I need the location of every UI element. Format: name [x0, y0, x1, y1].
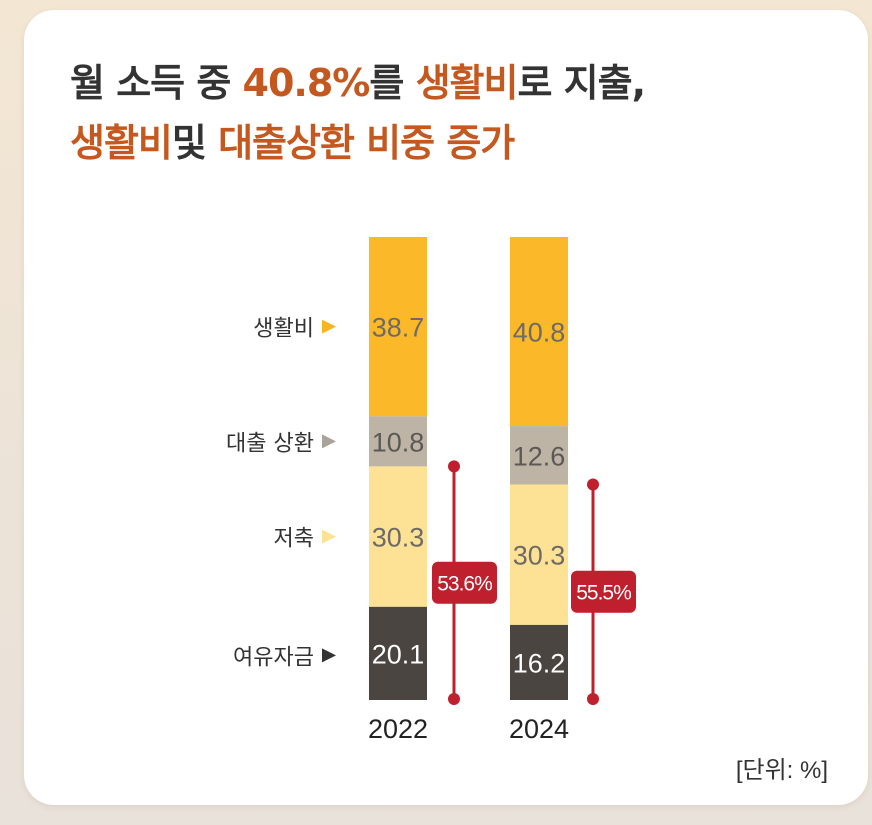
- bar-segment-2024: [510, 426, 568, 485]
- legend-marker-icon: [322, 648, 336, 663]
- bracket-end-dot: [448, 693, 460, 705]
- bracket-end-dot: [587, 478, 599, 491]
- bar-segment-2024: [510, 484, 568, 625]
- bar-segment-2024: [510, 237, 568, 427]
- title-line1-segment: 로 지출,: [517, 61, 646, 105]
- title-line1-segment: 월 소득 중: [70, 61, 243, 105]
- data-label: 40.8: [513, 318, 566, 348]
- bracket-badge: [571, 570, 636, 613]
- legend-label: 여유자금: [233, 645, 314, 670]
- legend-label: 대출 상환: [226, 431, 314, 456]
- data-label: 20.1: [372, 639, 425, 669]
- title-line2-segment: 대출상환 비중 증가: [218, 121, 515, 165]
- title-line1-segment: 40.8%: [242, 61, 371, 105]
- bar-segment-2022: [369, 237, 427, 417]
- bar-segment-2022: [369, 466, 427, 607]
- bracket-badge: [432, 561, 497, 604]
- bracket-end-dot: [587, 693, 599, 705]
- legend-marker-icon: [322, 529, 336, 544]
- legend-marker-icon: [322, 434, 336, 449]
- data-label: 10.8: [372, 427, 425, 457]
- title-line2-segment: 및: [171, 121, 219, 165]
- legend-label: 생활비: [253, 317, 314, 342]
- data-label: 38.7: [372, 313, 425, 343]
- chart-card: [24, 10, 868, 805]
- x-tick-label: 2024: [509, 714, 569, 744]
- title-line1-segment: 를: [369, 61, 416, 105]
- x-tick-label: 2022: [368, 714, 428, 744]
- legend-marker-icon: [322, 319, 336, 334]
- bar-segment-2024: [510, 624, 568, 700]
- data-label: 16.2: [513, 648, 566, 678]
- data-label: 30.3: [372, 523, 425, 553]
- chart-title-line2: 생활비및 대출상환 비중 증가: [70, 112, 515, 167]
- title-line1-segment: 생활비: [415, 61, 519, 105]
- legend-label: 저축: [274, 527, 314, 552]
- unit-label: [단위: %]: [735, 757, 828, 784]
- bracket-end-dot: [448, 460, 460, 473]
- bar-segment-2022: [369, 606, 427, 700]
- title-line2-segment: 생활비: [70, 121, 173, 165]
- data-label: 30.3: [513, 541, 566, 571]
- data-label: 12.6: [513, 441, 566, 471]
- bar-segment-2022: [369, 416, 427, 467]
- chart-title-line1: 월 소득 중 40.8%를 생활비로 지출,: [70, 52, 646, 107]
- bracket-label: 53.6%: [437, 573, 492, 596]
- bracket-label: 55.5%: [576, 582, 631, 605]
